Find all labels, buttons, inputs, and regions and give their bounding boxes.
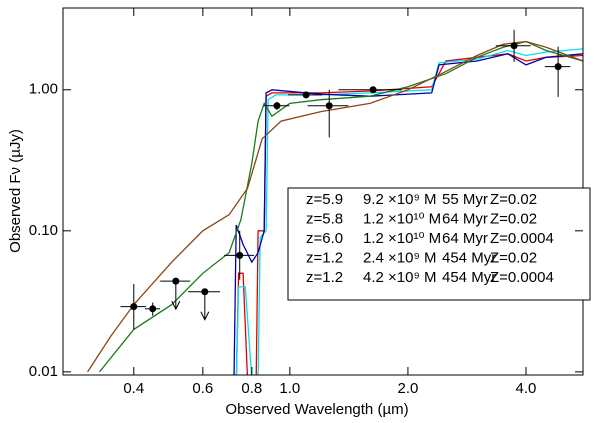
legend-entry: Z=0.0004 (490, 230, 554, 247)
x-tick-label: 2.0 (397, 380, 418, 397)
y-axis-label: Observed Fν (µJy) (7, 129, 24, 253)
upper-limit-arrow (171, 281, 181, 311)
legend-entry: z=5.9 (306, 191, 343, 208)
legend-entry: 454 Myr (442, 249, 496, 266)
spectrum-line (98, 40, 583, 373)
legend-entry: z=1.2 (306, 269, 343, 286)
x-tick-label: 4.0 (516, 380, 537, 397)
x-axis-label: Observed Wavelength (µm) (225, 401, 408, 418)
data-point (554, 63, 562, 71)
x-tick-label: 1.0 (279, 380, 300, 397)
legend-entry: z=6.0 (306, 230, 343, 247)
legend-entry: 64 Myr (442, 210, 488, 227)
legend-entry: 1.2 ×10¹⁰ M (363, 210, 441, 227)
legend-entry: 1.2 ×10¹⁰ M (363, 230, 441, 247)
data-point (302, 91, 310, 99)
legend-entry: Z=0.02 (490, 210, 537, 227)
data-point (510, 42, 518, 50)
y-tick-label: 0.01 (29, 363, 58, 380)
x-tick-label: 0.6 (192, 380, 213, 397)
upper-limit-arrow (200, 291, 210, 321)
legend-entry: 64 Myr (442, 230, 488, 247)
data-point (172, 277, 180, 285)
legend-entry: z=1.2 (306, 249, 343, 266)
legend-entry: 9.2 ×10⁹ M (363, 191, 437, 208)
data-point (369, 86, 377, 94)
legend-entry: Z=0.02 (490, 249, 537, 266)
legend-entry: Z=0.0004 (490, 269, 554, 286)
legend-entry: z=5.8 (306, 210, 343, 227)
data-point (149, 305, 157, 313)
legend-entry: 454 Myr (442, 269, 496, 286)
legend-entry: 4.2 ×10⁹ M (363, 269, 437, 286)
data-point (130, 303, 138, 311)
y-tick-label: 1.00 (29, 81, 58, 98)
spectrum-line (87, 40, 583, 373)
legend-box (287, 187, 591, 301)
data-point (273, 102, 281, 110)
data-point (325, 102, 333, 110)
data-point (201, 288, 209, 296)
legend-entry: 55 Myr (442, 191, 488, 208)
data-point (236, 251, 244, 259)
x-tick-label: 0.8 (241, 380, 262, 397)
x-tick-label: 0.4 (123, 380, 144, 397)
legend-entry: Z=0.02 (490, 191, 537, 208)
plot-area (87, 29, 583, 375)
y-tick-label: 0.10 (29, 222, 58, 239)
legend-entry: 2.4 ×10⁹ M (363, 249, 437, 266)
